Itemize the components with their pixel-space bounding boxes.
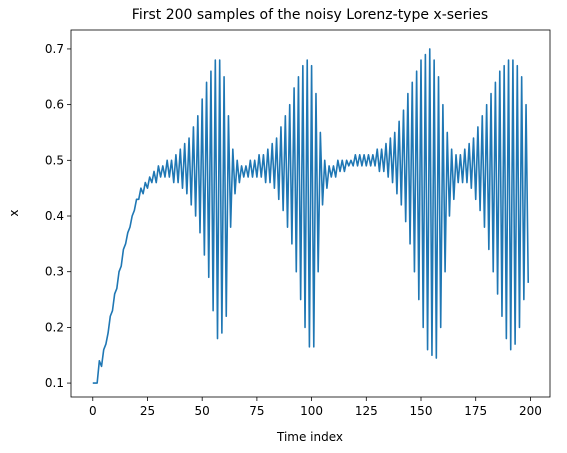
x-axis-label: Time index [276, 430, 343, 444]
x-tick-label: 150 [410, 404, 433, 418]
x-tick-label: 75 [249, 404, 264, 418]
x-tick-label: 100 [300, 404, 323, 418]
x-tick-label: 200 [519, 404, 542, 418]
x-tick-label: 0 [89, 404, 97, 418]
x-tick-label: 50 [195, 404, 210, 418]
y-tick-label: 0.2 [45, 320, 64, 334]
y-axis-label: x [7, 209, 21, 216]
chart-title: First 200 samples of the noisy Lorenz-ty… [132, 7, 488, 23]
y-tick-label: 0.6 [45, 98, 64, 112]
y-tick-label: 0.3 [45, 265, 64, 279]
y-tick-label: 0.5 [45, 153, 64, 167]
plot-frame [70, 29, 551, 398]
x-tick-label: 25 [140, 404, 155, 418]
y-tick-label: 0.7 [45, 42, 64, 56]
y-tick-label: 0.4 [45, 209, 64, 223]
x-tick-label: 125 [355, 404, 378, 418]
y-tick-label: 0.1 [45, 376, 64, 390]
x-tick-label: 175 [464, 404, 487, 418]
data-line [92, 48, 530, 384]
